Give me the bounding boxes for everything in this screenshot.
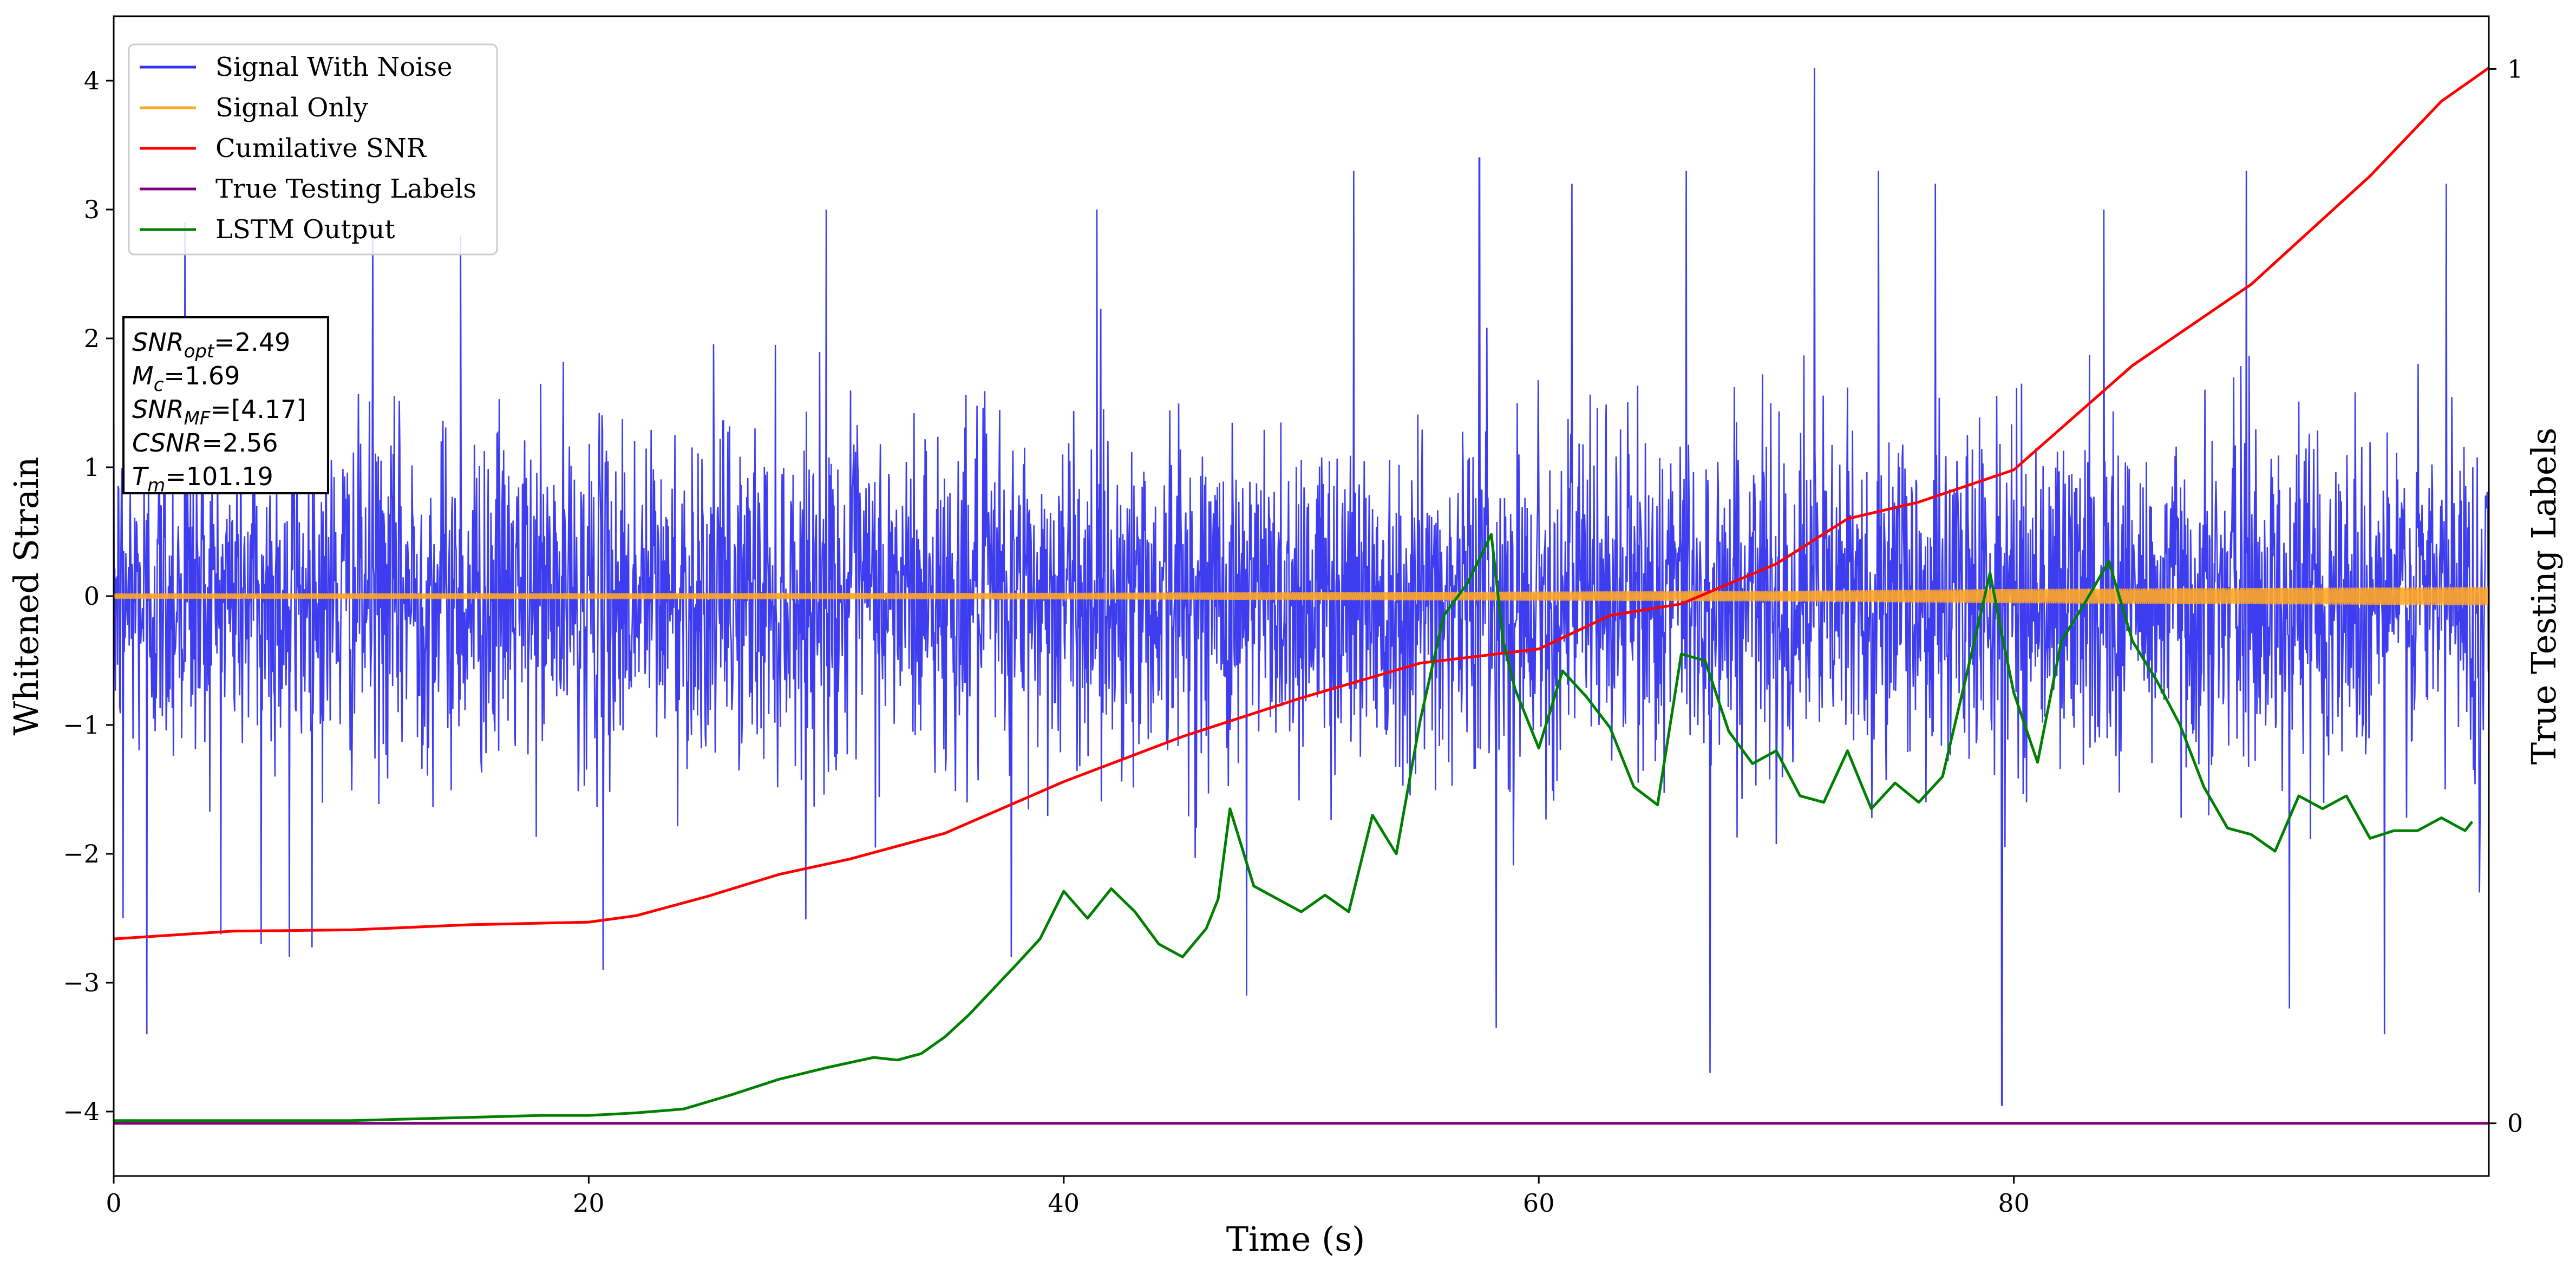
plot-area [114, 67, 2489, 1125]
x-tick-label: 0 [106, 1188, 121, 1218]
annotation-line: SNRopt=2.49 [132, 328, 290, 362]
series-line-signal-with-noise [114, 68, 2489, 1106]
annotation-frame [122, 316, 329, 494]
x-tick-label: 20 [573, 1188, 605, 1218]
x-tick-label: 80 [1998, 1188, 2030, 1218]
legend: Signal With Noise Signal Only Cumilative S… [128, 43, 498, 256]
x-tick-label: 40 [1048, 1188, 1080, 1218]
legend-entry: Signal With Noise [215, 52, 453, 82]
y-tick-label: 2 [84, 324, 100, 353]
x-axis-label: Time (s) [1226, 1219, 1365, 1259]
y-axis-label: Whitened Strain [6, 457, 46, 736]
y-tick-label: −3 [63, 968, 100, 997]
y-tick-label: −1 [63, 710, 100, 740]
x-tick-label: 60 [1523, 1188, 1555, 1218]
y-tick-label: 4 [84, 66, 100, 95]
right-y-tick-label: 0 [2507, 1109, 2523, 1138]
y-tick-label: −4 [63, 1097, 100, 1126]
legend-entry: Signal Only [215, 93, 368, 123]
right-y-tick-label: 1 [2507, 54, 2523, 83]
y-tick-label: −2 [63, 839, 100, 868]
series-line-signal-only [114, 587, 2489, 605]
legend-entry: True Testing Labels [215, 174, 476, 204]
annotation-line: CSNR=2.56 [132, 428, 278, 458]
legend-frame [128, 43, 498, 256]
legend-entry: LSTM Output [215, 214, 395, 245]
legend-entry: Cumilative SNR [215, 133, 427, 164]
annotation-line: Mc=1.69 [132, 361, 240, 396]
right-y-axis-label: True Testing Labels [2524, 428, 2564, 765]
y-tick-label: 0 [84, 582, 100, 611]
y-tick-label: 1 [84, 453, 100, 482]
annotation-line: Tm=101.19 [132, 462, 273, 496]
annotation-line: SNRMF=[4.17] [132, 395, 306, 429]
y-tick-label: 3 [84, 195, 100, 224]
series-line-lstm-output [114, 533, 2474, 1122]
series-line-cumilative-snr [114, 67, 2489, 940]
